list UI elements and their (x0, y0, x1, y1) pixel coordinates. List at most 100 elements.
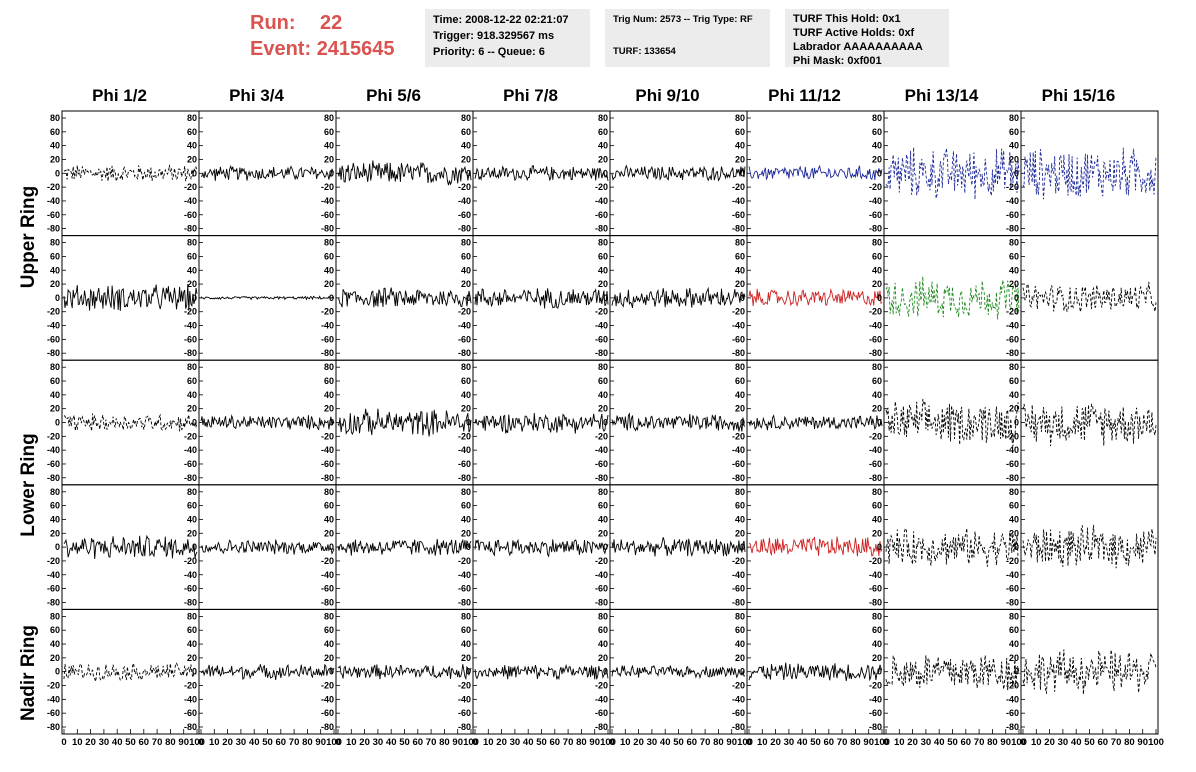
y-tick-label: -60 (1006, 459, 1019, 469)
panel-r3-c6: 80 60 40 20 0 -20 -40 -60 -80 (869, 484, 1022, 610)
column-title-phi-13-14: Phi 13/14 (904, 86, 979, 105)
y-tick-label: 40 (872, 265, 882, 275)
y-tick-label: 0 (466, 168, 471, 178)
y-tick-label: -80 (869, 224, 882, 234)
y-tick-label: 80 (324, 238, 334, 248)
y-tick-label: 0 (740, 418, 745, 428)
x-tick-label: 60 (824, 737, 835, 748)
y-tick-label: 20 (187, 528, 197, 538)
y-tick-label: -80 (458, 722, 471, 732)
y-tick-label: 80 (872, 611, 882, 621)
y-tick-label: 40 (872, 514, 882, 524)
y-tick-label: -80 (869, 722, 882, 732)
hold-line: TURF This Hold: 0x1 (793, 13, 901, 25)
y-tick-label: -20 (1006, 556, 1019, 566)
y-tick-label: 40 (50, 141, 60, 151)
panel-frame (609, 359, 748, 486)
y-tick-label: 80 (324, 611, 334, 621)
y-tick-label: -20 (595, 681, 608, 691)
x-tick-label: 40 (660, 737, 671, 748)
x-tick-label: 10 (1031, 737, 1042, 748)
y-tick-label: 40 (1009, 514, 1019, 524)
y-tick-label: -40 (869, 445, 882, 455)
y-tick-label: 60 (598, 376, 608, 386)
waveform-trace (474, 164, 609, 182)
x-tick-label: 10 (346, 737, 357, 748)
x-tick-label: 100 (1011, 737, 1027, 748)
y-tick-label: 20 (324, 279, 334, 289)
y-tick-label: -40 (458, 196, 471, 206)
x-tick-label: 40 (249, 737, 260, 748)
y-tick-label: -20 (732, 556, 745, 566)
y-tick-label: 80 (461, 238, 471, 248)
waveform-trace (63, 662, 198, 682)
x-tick-label: 10 (72, 737, 83, 748)
y-tick-label: 0 (603, 293, 608, 303)
y-tick-label: -40 (595, 196, 608, 206)
y-tick-label: 60 (1009, 251, 1019, 261)
x-tick-label: 90 (315, 737, 326, 748)
y-tick-label: -20 (458, 681, 471, 691)
y-tick-label: 80 (187, 362, 197, 372)
x-tick-label: 80 (439, 737, 450, 748)
y-tick-label: 80 (187, 487, 197, 497)
x-tick-label: 100 (600, 737, 616, 748)
y-tick-label: -60 (869, 708, 882, 718)
y-tick-label: 80 (324, 362, 334, 372)
panel-r2-c0: 80 60 40 20 0 -20 -40 -60 -80 (47, 359, 200, 486)
y-tick-label: -20 (47, 681, 60, 691)
y-tick-label: 20 (50, 653, 60, 663)
waveform-trace (200, 164, 335, 181)
y-tick-label: 0 (192, 542, 197, 552)
waveform-trace (748, 288, 883, 307)
y-tick-label: -40 (869, 321, 882, 331)
panel-r1-c7: 80 60 40 20 0 -20 -40 -60 -80 (1006, 235, 1159, 361)
y-tick-label: -20 (184, 307, 197, 317)
y-tick-label: 60 (324, 625, 334, 635)
x-tick-label: 30 (1058, 737, 1069, 748)
column-title-phi-7-8: Phi 7/8 (503, 86, 558, 105)
y-tick-label: 80 (735, 238, 745, 248)
x-tick-label: 80 (576, 737, 587, 748)
y-tick-label: -60 (184, 210, 197, 220)
x-tick-label: 60 (961, 737, 972, 748)
panel-r0-c2: 80 60 40 20 0 -20 -40 -60 -80 (321, 110, 474, 237)
event-line: Event: 2415645 (250, 36, 395, 62)
y-tick-label: -40 (47, 445, 60, 455)
y-tick-label: 80 (872, 113, 882, 123)
panel-r3-c3: 80 60 40 20 0 -20 -40 -60 -80 (458, 484, 611, 610)
y-tick-label: 40 (50, 265, 60, 275)
y-tick-label: -80 (869, 597, 882, 607)
y-tick-label: 60 (187, 251, 197, 261)
y-tick-label: -60 (458, 708, 471, 718)
y-tick-label: 20 (735, 154, 745, 164)
y-tick-label: 80 (50, 362, 60, 372)
y-tick-label: 80 (598, 113, 608, 123)
y-tick-label: 20 (1009, 154, 1019, 164)
y-tick-label: 80 (461, 487, 471, 497)
y-tick-label: -80 (47, 348, 60, 358)
y-tick-label: 0 (1014, 542, 1019, 552)
y-tick-label: -60 (458, 459, 471, 469)
y-tick-label: 60 (598, 625, 608, 635)
y-tick-label: 40 (1009, 390, 1019, 400)
y-tick-label: 80 (735, 487, 745, 497)
y-tick-label: -20 (458, 307, 471, 317)
panel-r1-c1: 80 60 40 20 0 -20 -40 -60 -80 (184, 235, 337, 361)
y-tick-label: -80 (321, 224, 334, 234)
x-tick-label: 80 (1124, 737, 1135, 748)
panel-r0-c0: 80 60 40 20 0 -20 -40 -60 -80 (47, 110, 200, 237)
x-tick-label: 90 (589, 737, 600, 748)
y-tick-label: -60 (321, 210, 334, 220)
x-tick-label: 0 (1020, 737, 1025, 748)
waveform-trace (337, 664, 472, 681)
y-tick-label: 80 (187, 238, 197, 248)
y-tick-label: -20 (321, 431, 334, 441)
y-tick-label: 0 (603, 168, 608, 178)
panel-r1-c3: 80 60 40 20 0 -20 -40 -60 -80 (458, 235, 611, 361)
y-tick-label: 0 (329, 418, 334, 428)
waveform-trace (885, 398, 1020, 447)
y-tick-label: -80 (1006, 473, 1019, 483)
y-tick-label: 80 (872, 238, 882, 248)
panel-frame (1020, 110, 1159, 237)
